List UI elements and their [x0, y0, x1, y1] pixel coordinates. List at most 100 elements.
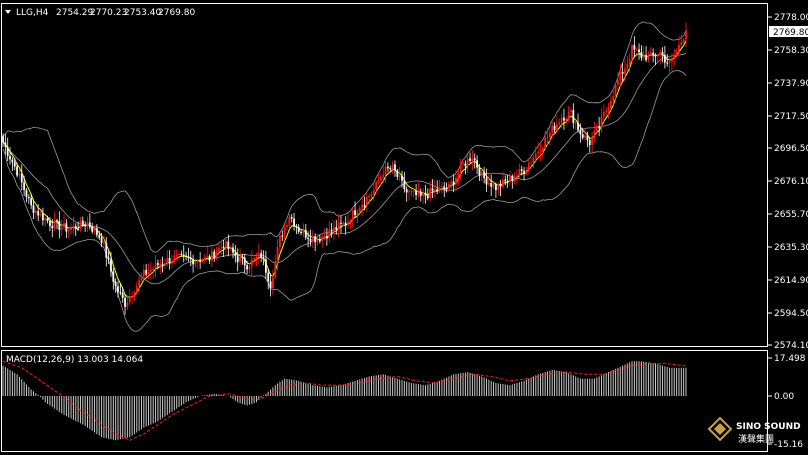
candle-body — [220, 246, 223, 248]
candle-body — [668, 62, 671, 64]
candle — [297, 224, 300, 235]
candle-body — [117, 286, 119, 293]
y-tick-label: 2758.30 — [774, 46, 808, 56]
candle — [234, 244, 237, 263]
dropdown-triangle-icon[interactable] — [5, 10, 11, 14]
candle-body — [157, 263, 159, 266]
candle — [250, 250, 253, 276]
candle — [494, 182, 497, 199]
candle-body — [337, 222, 340, 230]
candle-body — [401, 175, 403, 181]
ohlc-high: 2770.23 — [90, 8, 127, 18]
candle — [49, 216, 51, 232]
candle — [44, 216, 47, 227]
candle-body — [598, 126, 601, 128]
candle — [375, 180, 378, 194]
candle-body — [539, 151, 542, 153]
candle-body — [293, 218, 295, 227]
candle-body — [396, 170, 399, 177]
candle-body — [602, 112, 605, 117]
candle — [311, 230, 314, 249]
candle — [344, 216, 347, 235]
macd-axis: 17.498 0.00 -15.16 — [768, 354, 806, 450]
candle-body — [13, 162, 16, 167]
y-tick-label: 2655.70 — [774, 210, 808, 220]
candle — [2, 133, 4, 148]
candle — [426, 188, 429, 201]
candle — [680, 34, 683, 48]
candle — [567, 106, 570, 123]
candle-body — [142, 269, 145, 277]
candle — [387, 162, 389, 173]
candle-body — [276, 247, 279, 262]
candle-body — [563, 117, 565, 121]
candle-body — [321, 236, 324, 242]
candle-body — [527, 163, 530, 170]
candle — [551, 121, 554, 139]
candle-body — [168, 258, 171, 264]
candle — [241, 254, 244, 265]
candle-body — [617, 80, 619, 85]
candle — [6, 137, 9, 162]
candle-body — [309, 239, 312, 242]
candle — [370, 191, 373, 199]
candle — [377, 174, 380, 185]
candle — [145, 263, 148, 277]
candle-body — [675, 50, 678, 56]
candle-body — [354, 210, 356, 216]
candle — [396, 168, 399, 181]
candle — [4, 133, 7, 155]
candle-body — [556, 124, 558, 131]
candle-body — [483, 171, 486, 178]
candle-body — [417, 191, 420, 196]
candle-body — [281, 235, 284, 237]
candle — [253, 256, 256, 264]
candle — [556, 115, 558, 134]
candle — [154, 255, 157, 278]
candle — [295, 223, 298, 235]
candle — [563, 108, 565, 130]
candle-body — [131, 296, 133, 298]
candle-body — [370, 194, 373, 197]
candle-body — [441, 186, 443, 188]
candle — [466, 154, 469, 174]
candle — [356, 209, 359, 224]
candle — [220, 240, 223, 256]
candle-body — [6, 146, 9, 156]
candle-body — [560, 117, 563, 123]
candle — [530, 153, 532, 169]
candle — [131, 291, 133, 305]
candle-body — [335, 227, 338, 230]
candle-body — [384, 166, 387, 176]
candle — [288, 214, 291, 229]
candle-body — [520, 169, 523, 171]
candle — [110, 251, 112, 277]
candle-body — [405, 189, 408, 193]
candle — [307, 231, 310, 248]
candle-body — [49, 221, 51, 227]
candle — [105, 237, 108, 267]
candle — [372, 182, 375, 202]
candle-body — [267, 272, 270, 282]
candle-body — [328, 229, 331, 239]
candle — [175, 249, 178, 261]
candle — [246, 261, 248, 275]
candle — [171, 255, 173, 268]
macd-tick-label: 17.498 — [774, 354, 806, 364]
candle — [239, 248, 241, 266]
candle — [490, 174, 493, 197]
candle — [419, 188, 422, 202]
candle-body — [302, 229, 305, 233]
y-tick: 17.498 — [768, 354, 806, 364]
candle — [77, 221, 80, 232]
candle-body — [570, 110, 572, 113]
candle — [539, 142, 542, 162]
candle — [441, 182, 443, 194]
candle-body — [678, 44, 680, 51]
candle — [314, 233, 317, 252]
candle — [523, 167, 525, 181]
y-tick-label: 2594.50 — [774, 309, 808, 319]
candle — [593, 122, 596, 143]
candle — [560, 113, 563, 129]
candle-body — [175, 254, 178, 257]
